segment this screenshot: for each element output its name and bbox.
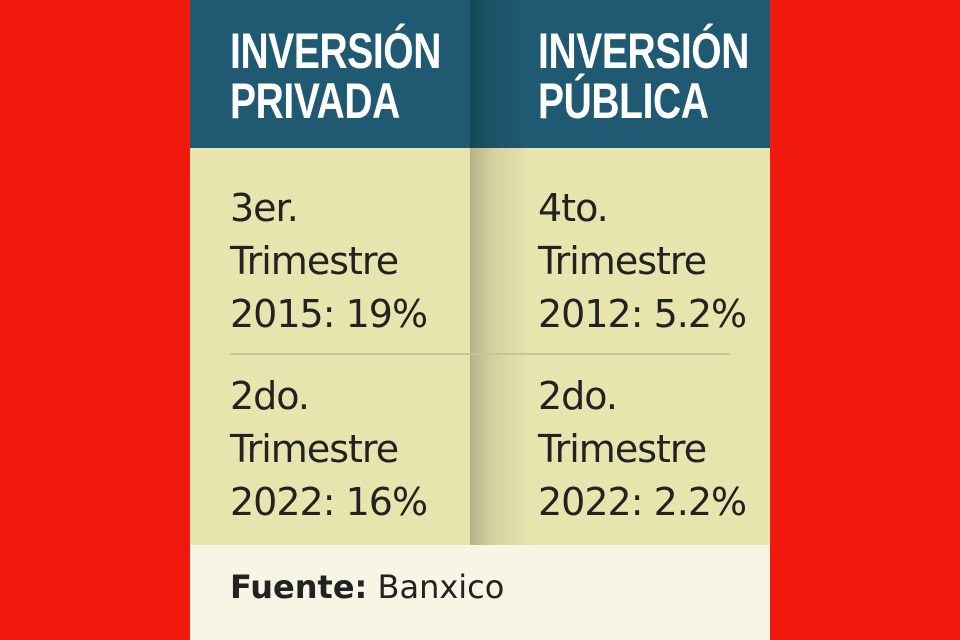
row-divider: [230, 353, 730, 355]
text: Trimestre: [538, 239, 707, 283]
footer: [190, 545, 770, 640]
infographic-panel: INVERSIÓN PRIVADA INVERSIÓN PÚBLICA 3er.…: [190, 0, 770, 640]
public-row-1: 4to. Trimestre 2012: 5.2%: [538, 182, 747, 341]
source-label: Fuente:: [230, 568, 368, 606]
text: 2022: 2.2%: [538, 480, 747, 524]
private-row-1: 3er. Trimestre 2015: 19%: [230, 182, 428, 341]
public-row-2: 2do. Trimestre 2022: 2.2%: [538, 370, 747, 529]
text: 2022: 16%: [230, 480, 428, 524]
title-line: INVERSIÓN: [538, 23, 750, 79]
text: Trimestre: [230, 239, 399, 283]
title-public: INVERSIÓN PÚBLICA: [538, 26, 749, 126]
header: [190, 0, 770, 148]
title-line: PÚBLICA: [538, 73, 709, 129]
title-line: PRIVADA: [230, 73, 400, 129]
text: 3er.: [230, 186, 299, 230]
text: Trimestre: [230, 427, 399, 471]
text: 2015: 19%: [230, 292, 428, 336]
title-line: INVERSIÓN: [230, 23, 442, 79]
title-private: INVERSIÓN PRIVADA: [230, 26, 441, 126]
text: 2012: 5.2%: [538, 292, 747, 336]
source-value: Banxico: [377, 568, 505, 606]
source-note: Fuente: Banxico: [230, 568, 504, 606]
body: [190, 148, 770, 545]
private-row-2: 2do. Trimestre 2022: 16%: [230, 370, 428, 529]
text: 4to.: [538, 186, 609, 230]
text: 2do.: [538, 374, 618, 418]
fold-shadow: [470, 0, 530, 545]
text: Trimestre: [538, 427, 707, 471]
text: 2do.: [230, 374, 310, 418]
